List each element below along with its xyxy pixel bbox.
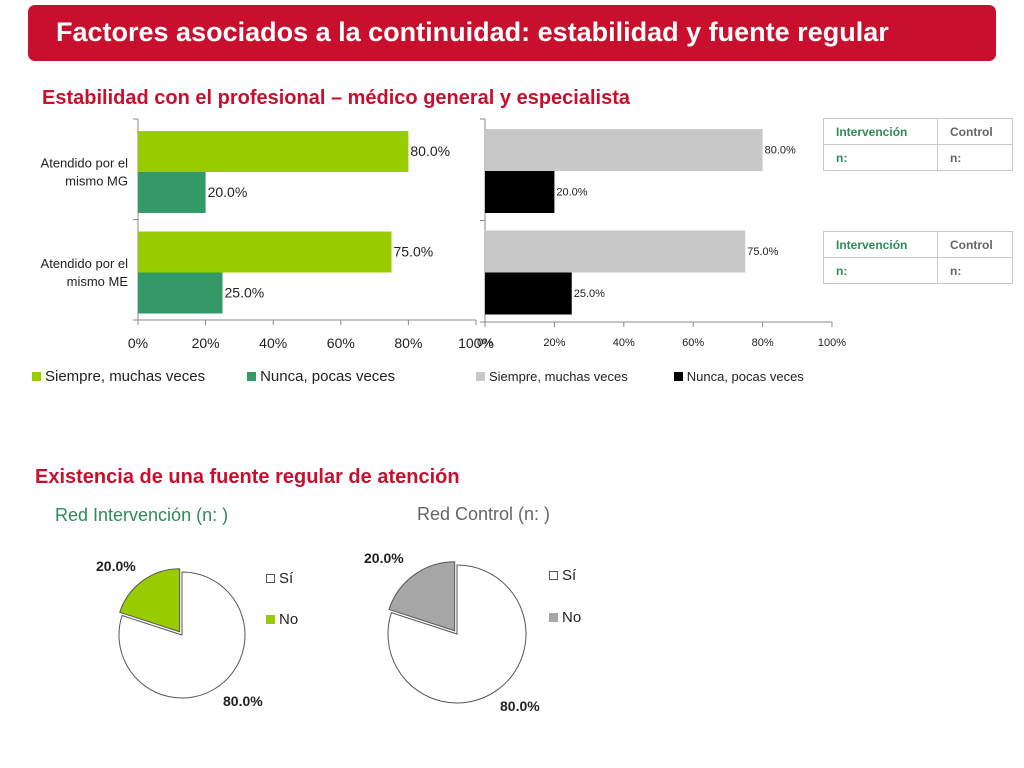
bar-nunca: [485, 171, 555, 213]
legend-swatch-si: [549, 571, 558, 580]
pie-legend-no: No: [549, 609, 581, 626]
x-tick-label: 80%: [394, 335, 422, 351]
x-tick-label: 20%: [543, 337, 565, 349]
data-label: 75.0%: [394, 244, 434, 260]
legend-swatch-no: [549, 613, 558, 622]
bar-siempre: [485, 129, 763, 171]
table-cell-n-intervencion: n:: [823, 257, 938, 284]
data-label: 80.0%: [765, 145, 796, 157]
x-tick-label: 0%: [128, 335, 148, 351]
x-tick-label: 40%: [613, 337, 635, 349]
data-label: 20.0%: [556, 187, 587, 199]
legend-label-si: Sí: [562, 567, 577, 584]
legend-label-no: No: [562, 609, 582, 626]
data-label: 80.0%: [410, 143, 450, 159]
x-tick-label: 40%: [259, 335, 287, 351]
pie-slice-si: [118, 571, 246, 699]
legend-label-nunca: Nunca, pocas veces: [260, 368, 396, 385]
legend-label-nunca: Nunca, pocas veces: [686, 369, 804, 384]
slide-title: Factores asociados a la continuidad: est…: [56, 17, 889, 47]
legend-swatch-nunca: [247, 372, 257, 381]
pie-label-no: 20.0%: [96, 558, 136, 574]
category-label: mismo MG: [65, 173, 128, 188]
bar-siempre: [485, 230, 746, 273]
legend-left: Siempre, muchas veces Nunca, pocas veces: [32, 368, 395, 385]
legend-label-si: Sí: [279, 570, 294, 587]
x-tick-label: 0%: [477, 337, 493, 349]
bar-siempre: [138, 131, 409, 172]
legend-swatch-nunca: [673, 372, 683, 381]
bar-nunca: [138, 272, 223, 314]
data-label: 25.0%: [225, 285, 265, 301]
bar-nunca: [485, 272, 572, 315]
pie-label-si: 80.0%: [223, 693, 263, 709]
sample-table-me: Intervención Control n: n:: [823, 231, 1013, 284]
legend-swatch-siempre: [32, 372, 41, 381]
table-cell-n-control: n:: [937, 257, 1013, 284]
pie-legend-si: Sí: [266, 570, 293, 587]
pie-title-intervention: Red Intervención (n: ): [55, 505, 229, 525]
data-label: 75.0%: [747, 246, 778, 258]
x-tick-label: 100%: [818, 337, 846, 349]
x-tick-label: 60%: [327, 335, 355, 351]
table-cell-n-control: n:: [937, 144, 1013, 171]
legend-swatch-no: [266, 615, 275, 624]
title-banner: Factores asociados a la continuidad: est…: [28, 5, 996, 61]
pie-legend-si: Sí: [549, 567, 576, 584]
legend-label-siempre: Siempre, muchas veces: [45, 368, 206, 385]
data-label: 20.0%: [208, 184, 248, 200]
category-label: Atendido por el: [41, 155, 129, 170]
pie-label-no: 20.0%: [364, 550, 404, 566]
x-tick-label: 20%: [192, 335, 220, 351]
table-header-intervencion: Intervención: [823, 118, 938, 145]
legend-label-siempre: Siempre, muchas veces: [489, 369, 628, 384]
section-title-stability: Estabilidad con el profesional – médico …: [42, 87, 630, 109]
x-tick-label: 100%: [458, 335, 494, 351]
legend-swatch-si: [266, 574, 275, 583]
pie-slice-no: [388, 561, 456, 632]
data-label: 25.0%: [574, 288, 605, 300]
legend-label-no: No: [279, 611, 299, 628]
pie-slice-no: [119, 568, 181, 633]
bar-siempre: [138, 231, 392, 273]
category-label: Atendido por el: [41, 256, 129, 271]
pie-legend-no: No: [266, 611, 298, 628]
bar-nunca: [138, 172, 206, 213]
category-label: mismo ME: [67, 274, 129, 289]
pie-slice-si: [387, 564, 527, 704]
pie-label-si: 80.0%: [500, 698, 540, 714]
legend-swatch-siempre: [476, 372, 485, 381]
table-cell-n-intervencion: n:: [823, 144, 938, 171]
x-tick-label: 60%: [682, 337, 704, 349]
section-title-regular-source: Existencia de una fuente regular de aten…: [35, 466, 460, 488]
legend-right: Siempre, muchas veces Nunca, pocas veces: [476, 369, 804, 384]
sample-table-mg: Intervención Control n: n:: [823, 118, 1013, 171]
pie-title-control: Red Control (n: ): [417, 504, 551, 524]
table-header-control: Control: [937, 231, 1013, 258]
x-tick-label: 80%: [752, 337, 774, 349]
